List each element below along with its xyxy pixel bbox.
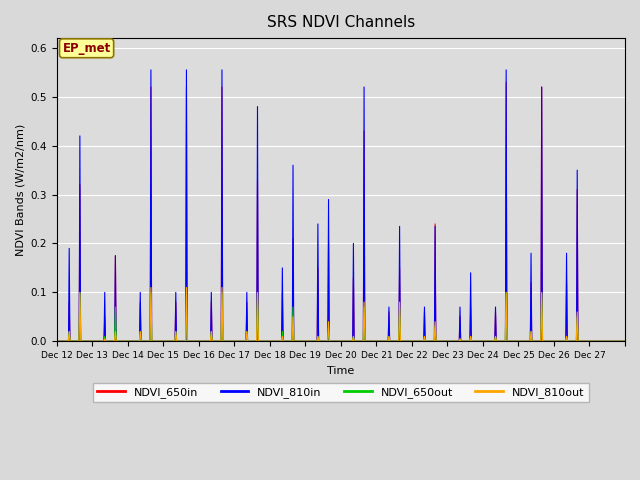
NDVI_650out xyxy=(615,338,623,344)
NDVI_650in xyxy=(502,79,510,85)
NDVI_810in xyxy=(170,338,177,344)
Title: SRS NDVI Channels: SRS NDVI Channels xyxy=(267,15,415,30)
NDVI_810out xyxy=(414,338,422,344)
NDVI_650in xyxy=(534,338,542,344)
NDVI_650out xyxy=(534,338,542,344)
Line: NDVI_810out: NDVI_810out xyxy=(57,288,625,341)
NDVI_650out xyxy=(170,338,177,344)
NDVI_650in xyxy=(500,338,508,344)
X-axis label: Time: Time xyxy=(327,366,355,375)
NDVI_650out xyxy=(414,338,422,344)
NDVI_810out xyxy=(147,285,155,290)
NDVI_810in xyxy=(500,338,508,344)
Line: NDVI_810in: NDVI_810in xyxy=(57,70,625,341)
NDVI_810in xyxy=(53,338,61,344)
NDVI_810out xyxy=(170,338,177,344)
Text: EP_met: EP_met xyxy=(63,42,111,55)
Line: NDVI_650out: NDVI_650out xyxy=(57,292,625,341)
Line: NDVI_650in: NDVI_650in xyxy=(57,82,625,341)
Legend: NDVI_650in, NDVI_810in, NDVI_650out, NDVI_810out: NDVI_650in, NDVI_810in, NDVI_650out, NDV… xyxy=(93,383,589,402)
NDVI_810in xyxy=(414,338,422,344)
NDVI_650in xyxy=(615,338,623,344)
NDVI_810out xyxy=(621,338,629,344)
NDVI_810in xyxy=(621,338,629,344)
NDVI_650in xyxy=(53,338,61,344)
NDVI_810out xyxy=(500,338,508,344)
NDVI_650in xyxy=(464,338,472,344)
NDVI_810in xyxy=(147,67,155,73)
NDVI_650out xyxy=(500,338,508,344)
NDVI_810out xyxy=(534,338,542,344)
Y-axis label: NDVI Bands (W/m2/nm): NDVI Bands (W/m2/nm) xyxy=(15,123,25,256)
NDVI_650out xyxy=(53,338,61,344)
NDVI_650out xyxy=(464,338,472,344)
NDVI_810out xyxy=(464,338,472,344)
NDVI_650out xyxy=(76,289,84,295)
NDVI_810out xyxy=(53,338,61,344)
NDVI_650in xyxy=(170,338,177,344)
NDVI_650out xyxy=(621,338,629,344)
NDVI_810in xyxy=(534,338,542,344)
NDVI_810out xyxy=(615,338,623,344)
NDVI_650in xyxy=(414,338,422,344)
NDVI_650in xyxy=(621,338,629,344)
NDVI_810in xyxy=(615,338,623,344)
NDVI_810in xyxy=(464,338,472,344)
